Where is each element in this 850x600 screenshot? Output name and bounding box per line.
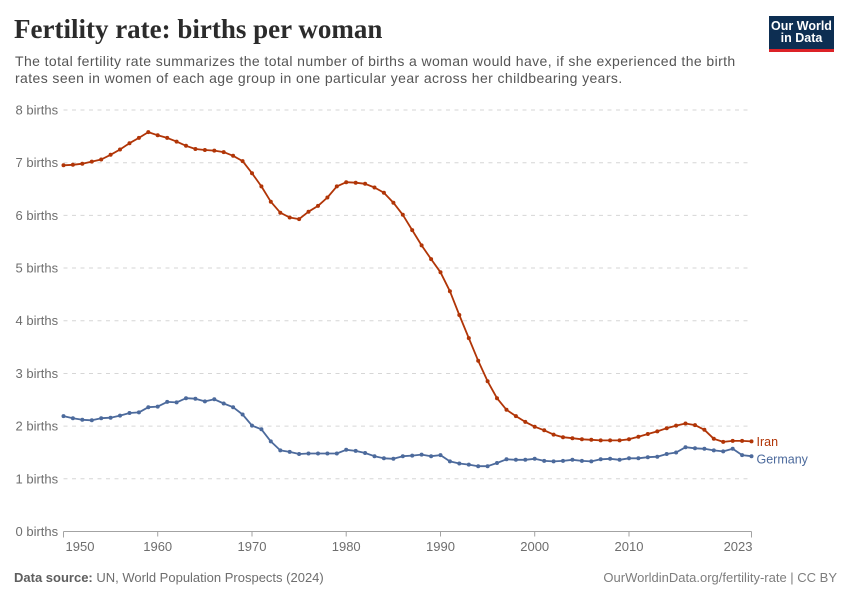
svg-text:7 births: 7 births — [16, 155, 59, 170]
svg-text:1980: 1980 — [332, 539, 361, 554]
svg-text:2000: 2000 — [520, 539, 549, 554]
svg-text:Iran: Iran — [757, 435, 779, 449]
svg-text:5 births: 5 births — [16, 261, 59, 276]
svg-text:1950: 1950 — [66, 539, 95, 554]
svg-text:3 births: 3 births — [16, 366, 59, 381]
svg-text:6 births: 6 births — [16, 208, 59, 223]
svg-text:1960: 1960 — [143, 539, 172, 554]
svg-text:2010: 2010 — [615, 539, 644, 554]
svg-text:8 births: 8 births — [16, 103, 59, 118]
svg-text:2 births: 2 births — [16, 419, 59, 434]
svg-text:1990: 1990 — [426, 539, 455, 554]
svg-text:1 births: 1 births — [16, 471, 59, 486]
svg-text:2023: 2023 — [724, 539, 753, 554]
svg-text:4 births: 4 births — [16, 313, 59, 328]
svg-text:Germany: Germany — [757, 453, 809, 467]
svg-text:1970: 1970 — [238, 539, 267, 554]
svg-text:0 births: 0 births — [16, 524, 59, 539]
